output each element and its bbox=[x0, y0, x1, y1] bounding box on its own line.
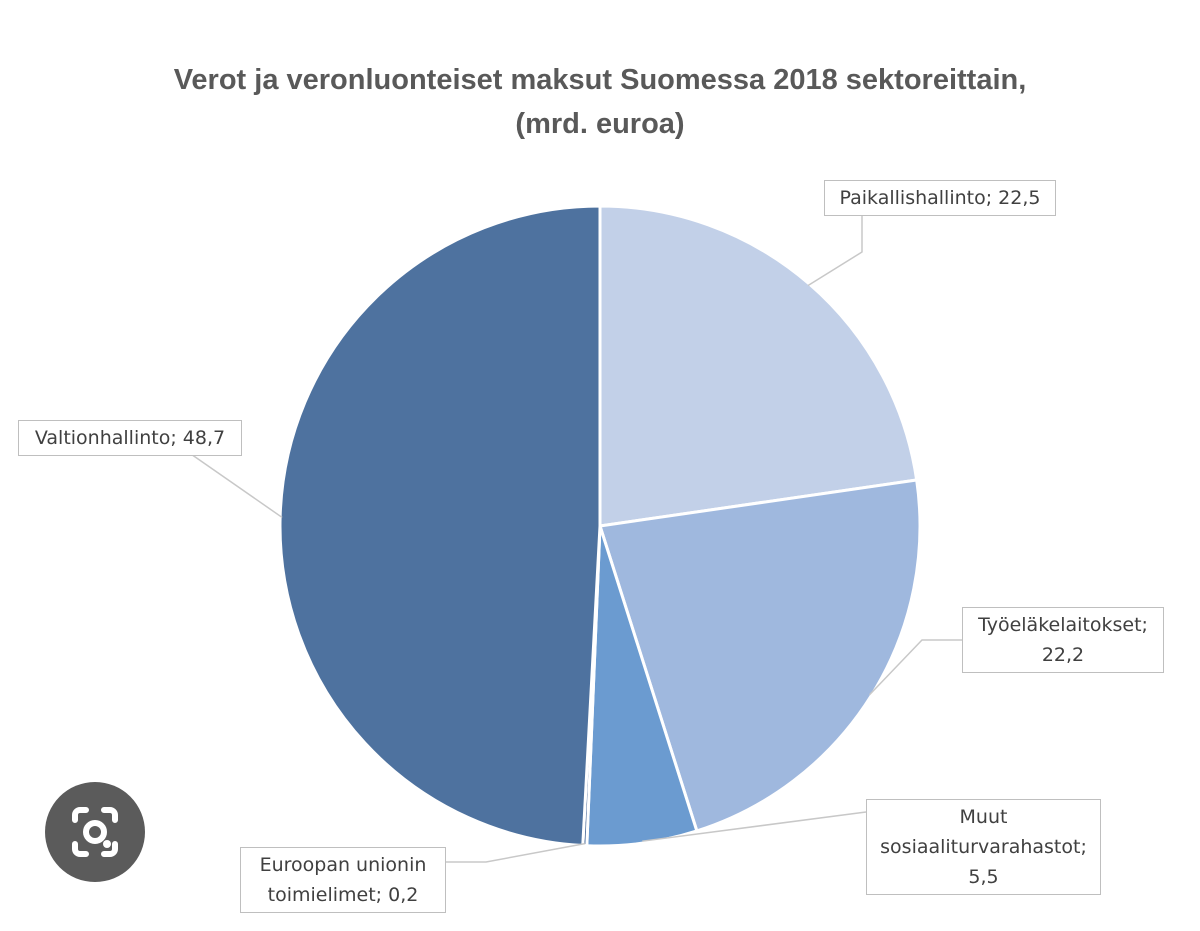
pie-slice-1 bbox=[598, 478, 922, 833]
chart-title-line-2: (mrd. euroa) bbox=[515, 108, 685, 140]
chart-title-line-1: Verot ja veronluonteiset maksut Suomessa… bbox=[173, 64, 1027, 96]
leader-line-1 bbox=[868, 639, 962, 696]
camera-search-icon bbox=[72, 807, 118, 857]
label-tyoelakelaitokset: Työeläkelaitokset; 22,2 bbox=[962, 607, 1164, 673]
label-valtionhallinto-line-1: Valtionhallinto; 48,7 bbox=[34, 427, 226, 449]
label-eu-line-1: Euroopan unionin bbox=[259, 854, 427, 876]
label-tyoelakelaitokset-line-1: Työeläkelaitokset; bbox=[978, 614, 1148, 636]
label-paikallishallinto: Paikallishallinto; 22,5 bbox=[824, 180, 1056, 216]
label-muut-line-3: 5,5 bbox=[968, 866, 999, 888]
lens-search-button[interactable] bbox=[45, 782, 145, 882]
label-muut-line-1: Muut bbox=[959, 806, 1008, 828]
pie-slice-4 bbox=[278, 204, 602, 848]
leader-line-3 bbox=[446, 842, 586, 863]
pie-slice-0 bbox=[598, 204, 919, 528]
label-paikallishallinto-line-1: Paikallishallinto; 22,5 bbox=[839, 187, 1041, 209]
label-tyoelakelaitokset-line-2: 22,2 bbox=[1041, 644, 1085, 666]
leader-line-0 bbox=[807, 210, 863, 287]
label-eu-line-2: toimielimet; 0,2 bbox=[267, 884, 419, 906]
label-muut-sosiaaliturvarahastot: Muut sosiaaliturvarahastot; 5,5 bbox=[866, 799, 1101, 895]
label-euroopan-unioni: Euroopan unionin toimielimet; 0,2 bbox=[240, 847, 446, 913]
label-muut-line-2: sosiaaliturvarahastot; bbox=[880, 836, 1087, 858]
chart-title: Verot ja veronluonteiset maksut Suomessa… bbox=[0, 58, 1200, 146]
leader-line-2 bbox=[642, 811, 867, 842]
leader-line-4 bbox=[185, 451, 283, 519]
label-valtionhallinto: Valtionhallinto; 48,7 bbox=[18, 420, 242, 456]
